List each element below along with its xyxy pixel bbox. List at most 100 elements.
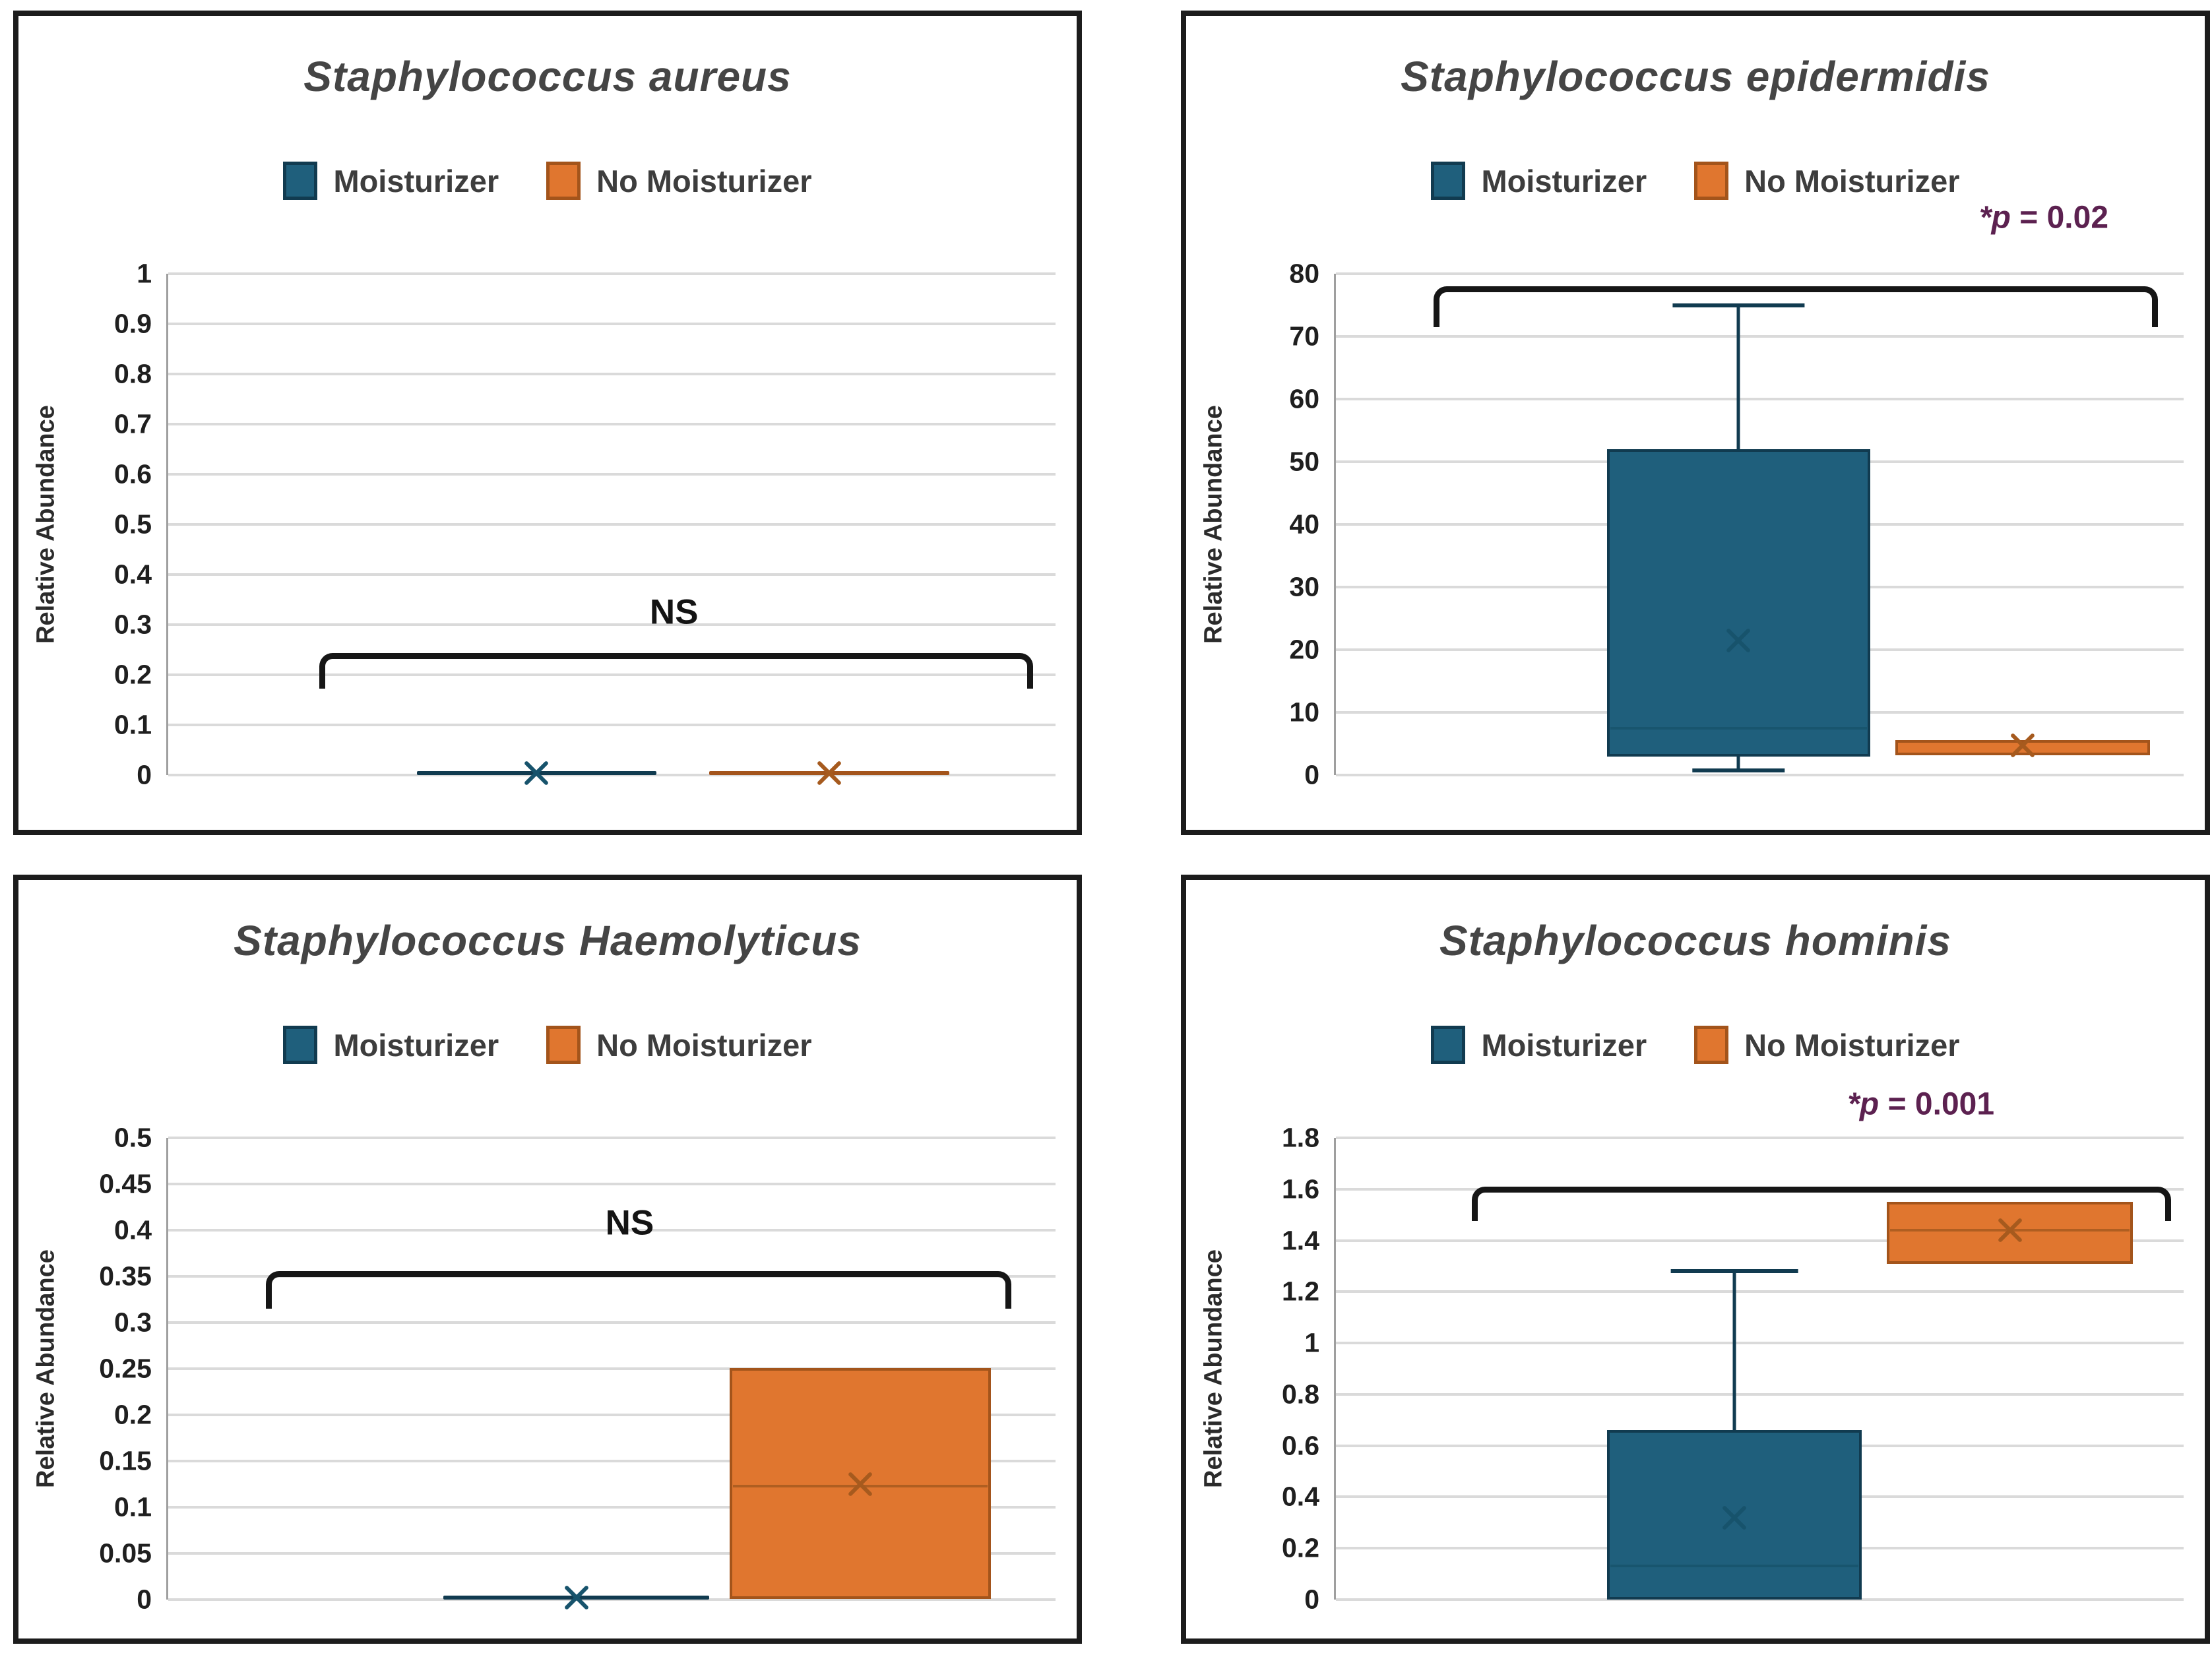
y-axis-label: Relative Abundance bbox=[32, 1249, 60, 1488]
chart-area: Relative Abundance 0.5 0.45 0.4 0.35 0.3 0.25… bbox=[18, 1123, 1077, 1615]
y-tick-label: 1.4 bbox=[1282, 1225, 1319, 1256]
gridline bbox=[168, 1506, 1056, 1509]
legend-swatch-no-moisturizer-icon bbox=[546, 1026, 581, 1064]
gridline bbox=[168, 373, 1056, 375]
box bbox=[1607, 449, 1870, 757]
y-tick-label: 0.2 bbox=[1282, 1532, 1319, 1563]
y-axis-label-col: Relative Abundance bbox=[1186, 274, 1242, 775]
plot-area: NS bbox=[166, 272, 1056, 786]
y-axis-ticks: 1.8 1.6 1.4 1.2 1 0.8 0.6 0.4 0.2 0 bbox=[1242, 1123, 1334, 1615]
gridline bbox=[1336, 1137, 2184, 1139]
y-tick-label: 40 bbox=[1289, 509, 1319, 540]
gridline bbox=[168, 1414, 1056, 1416]
p-value-symbol: *p bbox=[1978, 200, 2011, 235]
y-tick-label: 0.5 bbox=[114, 509, 152, 540]
legend-swatch-moisturizer-icon bbox=[1431, 162, 1466, 200]
significance-bracket bbox=[265, 1270, 1011, 1309]
plot-area: NS bbox=[166, 1137, 1056, 1611]
legend-label-no-moisturizer: No Moisturizer bbox=[1744, 163, 1960, 199]
gridline bbox=[168, 623, 1056, 626]
median-line bbox=[1610, 726, 1867, 730]
y-tick-label: 1.2 bbox=[1282, 1276, 1319, 1307]
gridline bbox=[168, 1137, 1056, 1139]
y-axis-label-col: Relative Abundance bbox=[1186, 1138, 1242, 1600]
y-tick-label: 10 bbox=[1289, 697, 1319, 728]
gridline bbox=[168, 573, 1056, 576]
y-tick-label: 0.8 bbox=[1282, 1379, 1319, 1410]
mean-x-marker bbox=[1722, 625, 1754, 656]
mean-x-marker bbox=[561, 1582, 592, 1613]
legend-item-no-moisturizer: No Moisturizer bbox=[546, 1026, 812, 1064]
gridline bbox=[168, 473, 1056, 476]
y-tick-label: 0.25 bbox=[99, 1353, 152, 1384]
gridline bbox=[168, 1367, 1056, 1370]
legend-swatch-no-moisturizer-icon bbox=[1694, 162, 1729, 200]
legend-label-moisturizer: Moisturizer bbox=[1481, 163, 1647, 199]
y-tick-label: 50 bbox=[1289, 446, 1319, 477]
p-value-number: = 0.02 bbox=[2010, 200, 2109, 235]
plot-area: *p = 0.02 bbox=[1334, 200, 2184, 776]
box bbox=[1887, 1202, 2133, 1264]
legend-item-moisturizer: Moisturizer bbox=[283, 1026, 499, 1064]
y-tick-label: 0.6 bbox=[114, 458, 152, 489]
gridline bbox=[1336, 272, 2184, 275]
chart-area: Relative Abundance 1.8 1.6 1.4 1.2 1 0.8 0.6 0.… bbox=[1186, 1087, 2205, 1615]
y-axis-ticks: 80 70 60 50 40 30 20 10 0 bbox=[1242, 259, 1334, 790]
y-tick-label: 20 bbox=[1289, 634, 1319, 665]
y-axis-label: Relative Abundance bbox=[32, 405, 60, 644]
y-tick-label: 0 bbox=[137, 759, 152, 790]
significance-bracket bbox=[1471, 1186, 2171, 1222]
legend: Moisturizer No Moisturizer bbox=[1186, 1026, 2205, 1064]
whisker-line-high bbox=[1736, 305, 1740, 449]
y-tick-label: 1 bbox=[137, 258, 152, 289]
legend-swatch-no-moisturizer-icon bbox=[1694, 1026, 1729, 1064]
y-tick-label: 0.5 bbox=[114, 1122, 152, 1153]
panel-staphylococcus-hominis: Staphylococcus hominis Moisturizer No Mo… bbox=[1181, 875, 2210, 1644]
legend: Moisturizer No Moisturizer bbox=[18, 1026, 1077, 1064]
legend-item-moisturizer: Moisturizer bbox=[1431, 162, 1647, 200]
gridline bbox=[168, 774, 1056, 776]
significance-bracket bbox=[1433, 286, 2159, 327]
legend-swatch-moisturizer-icon bbox=[283, 1026, 318, 1064]
legend: Moisturizer No Moisturizer bbox=[18, 162, 1077, 200]
y-tick-label: 30 bbox=[1289, 571, 1319, 602]
y-tick-label: 0.3 bbox=[114, 1307, 152, 1338]
mean-x-marker bbox=[813, 757, 845, 789]
y-tick-label: 0.4 bbox=[114, 1214, 152, 1245]
gridline bbox=[168, 1460, 1056, 1462]
significance-bracket bbox=[319, 653, 1034, 689]
y-tick-label: 60 bbox=[1289, 383, 1319, 414]
y-tick-label: 0.1 bbox=[114, 709, 152, 740]
chart-area: Relative Abundance 1 0.9 0.8 0.7 0.6 0.5 0.4 0.… bbox=[18, 259, 1077, 790]
gridline bbox=[168, 1183, 1056, 1185]
chart-title: Staphylococcus Haemolyticus bbox=[234, 917, 862, 964]
y-tick-label: 0 bbox=[137, 1584, 152, 1615]
gridline bbox=[168, 523, 1056, 526]
y-tick-label: 0.7 bbox=[114, 408, 152, 439]
y-axis-ticks: 0.5 0.45 0.4 0.35 0.3 0.25 0.2 0.15 0.1 0.05 0 bbox=[74, 1123, 166, 1615]
gridline bbox=[168, 1321, 1056, 1324]
legend-item-no-moisturizer: No Moisturizer bbox=[1694, 162, 1960, 200]
legend-label-moisturizer: Moisturizer bbox=[333, 1027, 499, 1063]
y-tick-label: 0.6 bbox=[1282, 1430, 1319, 1461]
y-tick-label: 1 bbox=[1304, 1327, 1319, 1358]
whisker-line-low bbox=[1736, 756, 1740, 771]
y-tick-label: 1.6 bbox=[1282, 1173, 1319, 1204]
mean-x-marker bbox=[1719, 1502, 1750, 1534]
legend-swatch-moisturizer-icon bbox=[283, 162, 318, 200]
legend-item-no-moisturizer: No Moisturizer bbox=[1694, 1026, 1960, 1064]
y-tick-label: 1.8 bbox=[1282, 1122, 1319, 1153]
y-tick-label: 0.8 bbox=[114, 358, 152, 389]
legend-label-moisturizer: Moisturizer bbox=[333, 163, 499, 199]
y-tick-label: 0.3 bbox=[114, 609, 152, 640]
ns-label: NS bbox=[649, 592, 699, 632]
y-tick-label: 0.35 bbox=[99, 1261, 152, 1292]
gridline bbox=[1336, 1239, 2184, 1242]
panel-staphylococcus-epidermidis: Staphylococcus epidermidis Moisturizer N… bbox=[1181, 11, 2210, 835]
plot-area: *p = 0.001 bbox=[1334, 1087, 2184, 1601]
y-tick-label: 0.1 bbox=[114, 1491, 152, 1522]
chart-title: Staphylococcus epidermidis bbox=[1401, 53, 1990, 100]
legend-label-no-moisturizer: No Moisturizer bbox=[596, 163, 812, 199]
legend: Moisturizer No Moisturizer bbox=[1186, 162, 2205, 200]
